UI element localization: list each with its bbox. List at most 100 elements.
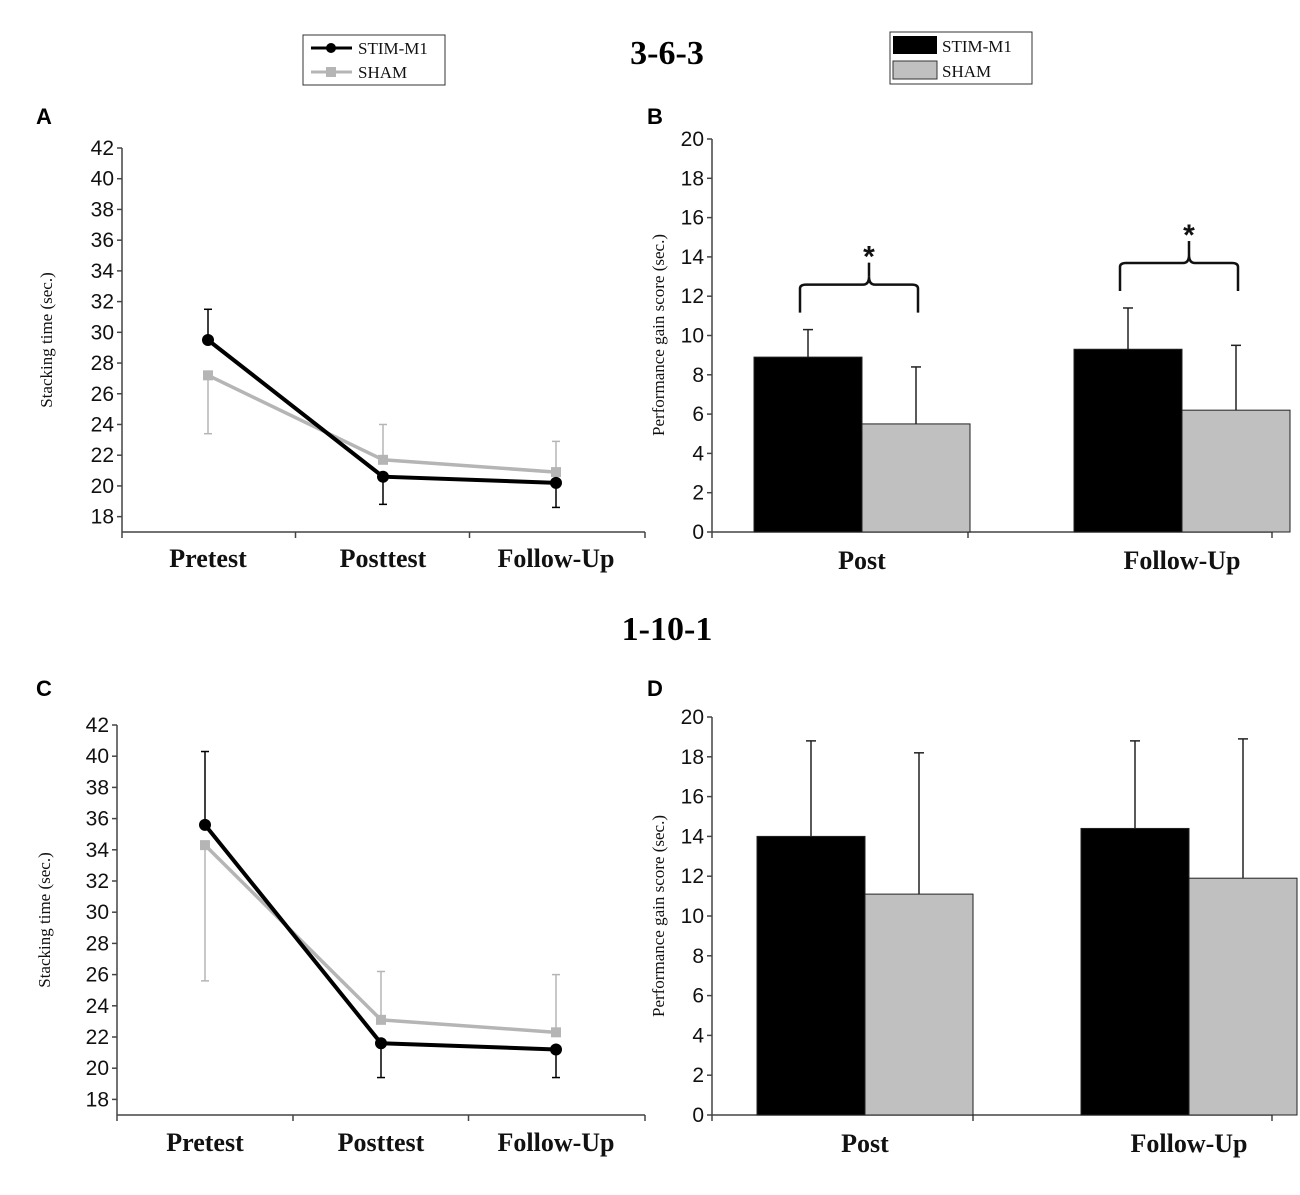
panel-b-ytick-label: 16 xyxy=(681,207,704,230)
panel-c-point-stim-m1 xyxy=(375,1037,387,1050)
panel-a-point-stim-m1 xyxy=(550,476,562,489)
panel-a-ytick-label: 36 xyxy=(91,229,114,252)
panel-c-ytick-label: 20 xyxy=(86,1057,109,1080)
panel-d-category-label: Follow-Up xyxy=(1131,1129,1248,1158)
bar-legend-label-stim: STIM-M1 xyxy=(942,37,1012,56)
panel-c-ytick-label: 34 xyxy=(86,839,110,862)
panel-d-ytick-label: 20 xyxy=(681,706,704,729)
panel-b-bar-stim-m1 xyxy=(1073,348,1183,533)
panel-d-ytick-label: 18 xyxy=(681,746,704,769)
panel-a-ytick-label: 26 xyxy=(91,383,114,406)
panel-b-bar-sham xyxy=(861,423,971,533)
panel-b-bar-chart: 0 2 4 6 8 10 12 14 16 18 20 Performance gain score … xyxy=(649,128,1291,575)
panel-c-point-sham xyxy=(376,1014,386,1025)
panel-b-bar-sham xyxy=(1181,409,1291,533)
panel-a-point-stim-m1 xyxy=(377,470,389,483)
bar-legend: STIM-M1 SHAM xyxy=(889,31,1033,85)
panel-b-ytick-label: 12 xyxy=(681,285,704,308)
panel-d-category-label: Post xyxy=(841,1129,889,1158)
panel-a-point-sham xyxy=(551,467,561,478)
panel-a-category-label: Follow-Up xyxy=(498,544,615,573)
panel-a-point-sham xyxy=(378,454,388,465)
panel-a-point-sham xyxy=(203,370,213,381)
panel-c-ytick-label: 32 xyxy=(86,870,109,893)
legend-label-sham: SHAM xyxy=(358,63,407,82)
panel-d-bar-stim-m1 xyxy=(1080,827,1190,1116)
panel-a-category-label: Pretest xyxy=(169,544,247,573)
panel-a-ytick-label: 32 xyxy=(91,291,114,314)
panel-c-category-label: Pretest xyxy=(166,1128,244,1157)
panel-a-ytick-label: 40 xyxy=(91,168,114,191)
panel-b-significance-star: * xyxy=(1183,219,1195,252)
panel-b-category-label: Follow-Up xyxy=(1124,546,1241,575)
panel-a-ytick-label: 30 xyxy=(91,321,114,344)
panel-b-ytick-label: 2 xyxy=(692,482,704,505)
panel-b-significance-bracket xyxy=(798,276,920,313)
panel-d-ytick-label: 2 xyxy=(692,1064,704,1087)
panel-c-ytick-label: 26 xyxy=(86,964,109,987)
panel-a-ytick-label: 38 xyxy=(91,198,114,221)
section-title-bottom: 1-10-1 xyxy=(622,611,713,648)
panel-b-category-label: Post xyxy=(838,546,886,575)
panel-d-ytick-label: 0 xyxy=(692,1104,704,1127)
panel-c-ytick-label: 28 xyxy=(86,932,109,955)
panel-c-ytick-label: 24 xyxy=(86,995,110,1018)
panel-c-line-chart: 18 20 22 24 26 28 30 32 34 36 38 40 42 Stacking time … xyxy=(35,714,646,1157)
panel-c-ytick-label: 36 xyxy=(86,808,109,831)
panel-c-point-stim-m1 xyxy=(550,1043,562,1056)
panel-c-point-sham xyxy=(200,840,210,851)
panel-a-y-axis-label: Stacking time (sec.) xyxy=(37,272,56,408)
panel-d-bar-sham xyxy=(1188,877,1298,1116)
line-legend: STIM-M1 SHAM xyxy=(302,34,446,86)
panel-d-y-axis-label: Performance gain score (sec.) xyxy=(649,815,668,1017)
panel-letter-b: B xyxy=(647,104,663,129)
section-title-top: 3-6-3 xyxy=(630,35,704,72)
panel-d-ytick-label: 6 xyxy=(692,985,704,1008)
panel-a-point-stim-m1 xyxy=(202,334,214,346)
panel-d-bar-chart: 0 2 4 6 8 10 12 14 16 18 20 Performance gain score … xyxy=(649,706,1298,1158)
panel-d-ytick-label: 16 xyxy=(681,786,704,809)
panel-c-point-stim-m1 xyxy=(199,818,211,831)
panel-a-ytick-label: 18 xyxy=(91,506,114,529)
panel-b-ytick-label: 20 xyxy=(681,128,704,151)
panel-d-ytick-label: 14 xyxy=(681,825,705,848)
panel-c-ytick-label: 30 xyxy=(86,901,109,924)
panel-b-bar-stim-m1 xyxy=(753,356,863,533)
panel-letter-c: C xyxy=(36,676,52,701)
panel-c-category-label: Follow-Up xyxy=(498,1128,615,1157)
panel-d-ytick-label: 4 xyxy=(692,1024,704,1047)
panel-c-ytick-label: 18 xyxy=(86,1088,109,1111)
panel-b-ytick-label: 14 xyxy=(681,246,705,269)
panel-a-ytick-label: 34 xyxy=(91,260,115,283)
panel-a-ytick-label: 24 xyxy=(91,413,115,436)
panel-c-ytick-label: 40 xyxy=(86,745,109,768)
panel-a-ytick-label: 42 xyxy=(91,137,114,160)
panel-d-ytick-label: 10 xyxy=(681,905,704,928)
panel-a-ytick-label: 28 xyxy=(91,352,114,375)
panel-letter-a: A xyxy=(36,104,52,129)
panel-b-ytick-label: 10 xyxy=(681,325,704,348)
panel-d-bar-stim-m1 xyxy=(756,835,866,1116)
legend-swatch-sham xyxy=(892,60,938,80)
panel-c-y-axis-label: Stacking time (sec.) xyxy=(35,852,54,988)
panel-b-significance-bracket xyxy=(1118,254,1240,292)
legend-label-stim: STIM-M1 xyxy=(358,39,428,58)
panel-d-bar-sham xyxy=(864,893,974,1116)
panel-b-significance-star: * xyxy=(863,241,875,274)
panel-letter-d: D xyxy=(647,676,663,701)
panel-a-ytick-label: 20 xyxy=(91,475,114,498)
panel-c-ytick-label: 38 xyxy=(86,776,109,799)
bar-legend-label-sham: SHAM xyxy=(942,62,991,81)
panel-a-category-label: Posttest xyxy=(340,544,427,573)
panel-b-ytick-label: 6 xyxy=(692,403,704,426)
panel-c-ytick-label: 42 xyxy=(86,714,109,737)
panel-d-ytick-label: 8 xyxy=(692,945,704,968)
panel-b-ytick-label: 0 xyxy=(692,521,704,544)
panel-c-point-sham xyxy=(551,1027,561,1038)
legend-swatch-stim xyxy=(893,36,937,54)
panel-c-category-label: Posttest xyxy=(338,1128,425,1157)
panel-c-ytick-label: 22 xyxy=(86,1026,109,1049)
panel-d-ytick-label: 12 xyxy=(681,865,704,888)
